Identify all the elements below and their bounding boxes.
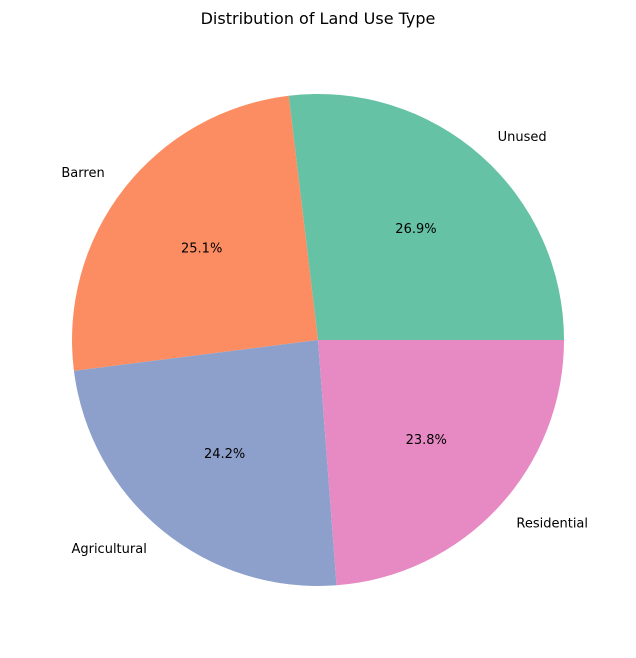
pie-category-label-residential: Residential xyxy=(516,516,588,531)
pie-slice-barren xyxy=(71,95,319,371)
pie-slices xyxy=(71,94,564,586)
pie-labels: 26.9% Unused 25.1% Barren 24.2% Agricultural 2… xyxy=(61,130,588,557)
pie-category-label-unused: Unused xyxy=(498,130,547,145)
pie-percent-label-barren: 25.1% xyxy=(181,242,222,257)
pie-percent-label-residential: 23.8% xyxy=(406,433,447,448)
chart-title: Distribution of Land Use Type xyxy=(201,9,436,28)
pie-slice-residential xyxy=(318,340,564,586)
pie-slice-unused xyxy=(288,94,564,341)
pie-category-label-agricultural: Agricultural xyxy=(71,542,146,557)
pie-slice-agricultural xyxy=(73,340,337,586)
pie-category-label-barren: Barren xyxy=(61,166,104,181)
pie-percent-label-unused: 26.9% xyxy=(395,222,436,237)
pie-percent-label-agricultural: 24.2% xyxy=(204,447,245,462)
